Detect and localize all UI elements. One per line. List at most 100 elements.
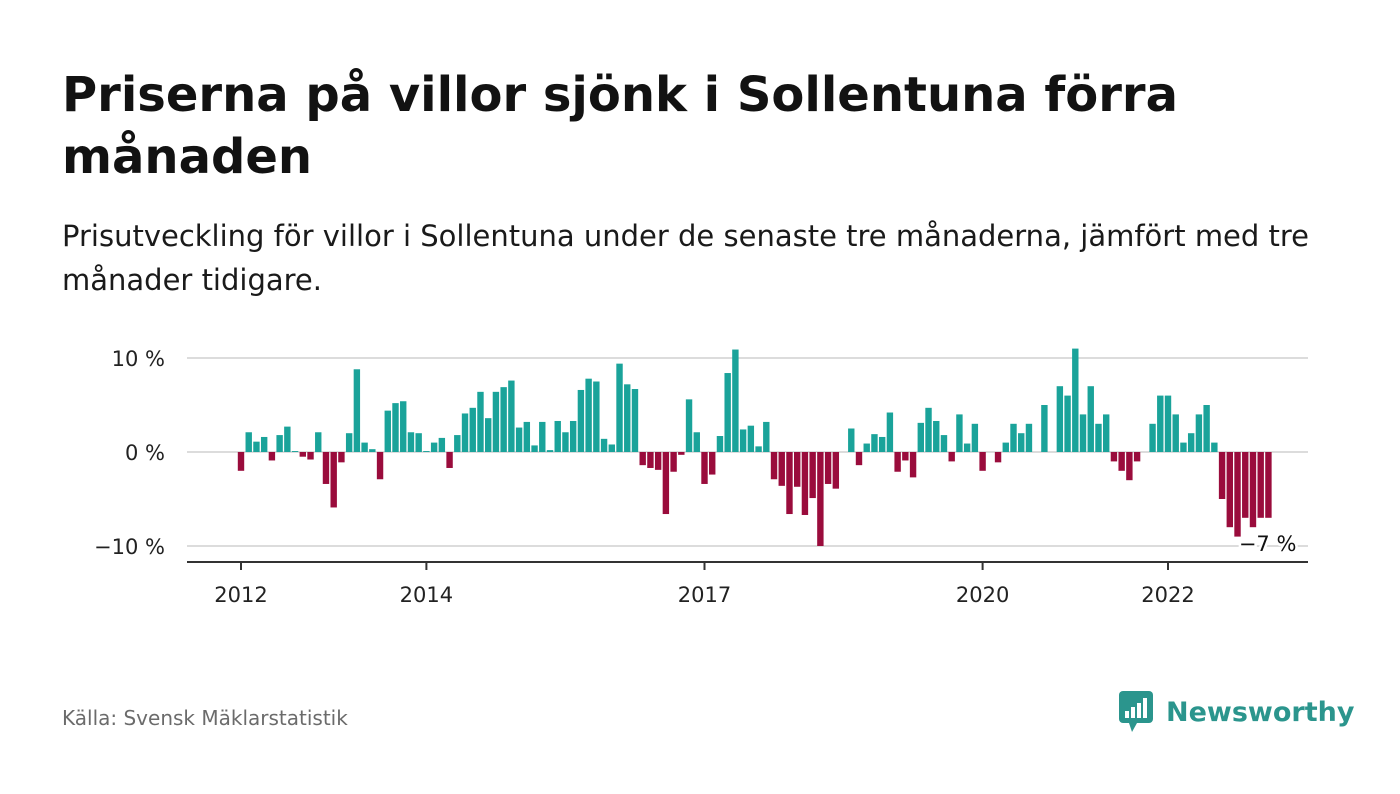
bar	[670, 452, 677, 472]
bar	[1095, 423, 1102, 452]
source-note: Källa: Svensk Mäklarstatistik	[62, 706, 348, 730]
bar	[855, 452, 863, 466]
chart-subtitle: Prisutveckling för villor i Sollentuna u…	[62, 219, 1310, 297]
label-layer: −7 %	[1236, 529, 1299, 558]
bar	[716, 436, 724, 452]
bar	[863, 443, 870, 452]
bar	[817, 452, 824, 546]
bar	[1064, 395, 1071, 452]
bar	[956, 414, 963, 452]
bar	[1110, 452, 1118, 462]
bar	[662, 452, 670, 515]
price-change-bar-chart: −10 % 0 % 10 % 2012 2014 2017 2020 2022 −7 %	[94, 347, 1308, 607]
bar	[616, 363, 623, 452]
bar	[1157, 395, 1164, 452]
bar	[631, 389, 639, 452]
bar	[732, 349, 739, 452]
bar	[1257, 452, 1264, 518]
bar	[546, 450, 554, 452]
grid-layer: −10 % 0 % 10 %	[94, 347, 1308, 559]
bar	[1056, 386, 1064, 452]
bar	[577, 389, 585, 452]
bar	[245, 432, 252, 452]
bar	[438, 437, 446, 452]
bar	[1149, 423, 1156, 452]
bar	[485, 418, 492, 452]
bar	[299, 452, 306, 457]
bar	[585, 378, 592, 452]
bar	[963, 443, 971, 452]
y-tick-label: 10 %	[112, 347, 165, 371]
bar	[909, 452, 917, 478]
bar	[1172, 414, 1179, 452]
bar	[430, 442, 438, 452]
bar	[392, 403, 399, 452]
bar	[724, 373, 731, 452]
bar	[554, 420, 561, 452]
x-tick-label: 2022	[1141, 583, 1194, 607]
bar	[1180, 442, 1187, 452]
bar	[678, 452, 685, 455]
bar	[654, 452, 662, 470]
bar	[794, 452, 801, 487]
bar	[1195, 414, 1203, 452]
bar	[322, 452, 330, 484]
bar	[940, 435, 948, 452]
bar	[1002, 442, 1009, 452]
bar	[1211, 442, 1218, 452]
bar	[608, 444, 615, 452]
bar	[763, 421, 770, 452]
bar	[492, 391, 500, 452]
bar	[1018, 433, 1025, 452]
bar	[353, 369, 361, 452]
bar	[454, 435, 461, 452]
bar	[1203, 405, 1210, 452]
bar	[739, 429, 747, 452]
bar	[376, 452, 384, 480]
bar	[361, 442, 368, 452]
bar	[446, 452, 453, 468]
bar	[315, 432, 322, 452]
bar	[801, 452, 809, 515]
bar	[477, 391, 484, 452]
bar	[1265, 452, 1272, 518]
bar	[1103, 414, 1110, 452]
bar	[1133, 452, 1141, 462]
bar	[1226, 452, 1233, 528]
bar	[933, 420, 940, 452]
bar	[407, 432, 415, 452]
bar	[925, 407, 932, 452]
bar	[624, 384, 631, 452]
bar	[1118, 452, 1125, 471]
bar	[878, 436, 886, 452]
bar	[832, 452, 840, 489]
bar	[291, 451, 299, 452]
bar	[461, 413, 469, 452]
x-tick-label: 2017	[678, 583, 731, 607]
bar	[1164, 395, 1172, 452]
bar	[770, 452, 778, 480]
bar	[345, 433, 353, 452]
y-tick-label: 0 %	[125, 441, 165, 465]
bar	[701, 452, 708, 484]
bar	[1087, 386, 1094, 452]
newsworthy-bar-chart-logo-icon	[1119, 691, 1153, 732]
bar	[786, 452, 793, 515]
bar	[1072, 348, 1079, 452]
bar	[1187, 433, 1195, 452]
last-value-label: −7 %	[1239, 532, 1297, 556]
bar	[523, 421, 531, 452]
bar	[755, 446, 762, 452]
bar	[693, 432, 700, 452]
bar	[253, 441, 260, 452]
bar	[902, 452, 909, 461]
bar	[562, 432, 569, 452]
chart-title: Priserna på villor sjönk i Sollentuna fö…	[62, 67, 1178, 185]
bar	[917, 422, 924, 452]
bar	[1025, 423, 1033, 452]
bar	[747, 425, 755, 452]
bar	[948, 452, 955, 462]
bar	[1234, 452, 1241, 537]
axis-layer: 2012 2014 2017 2020 2022	[187, 561, 1308, 607]
x-tick-label: 2014	[400, 583, 453, 607]
